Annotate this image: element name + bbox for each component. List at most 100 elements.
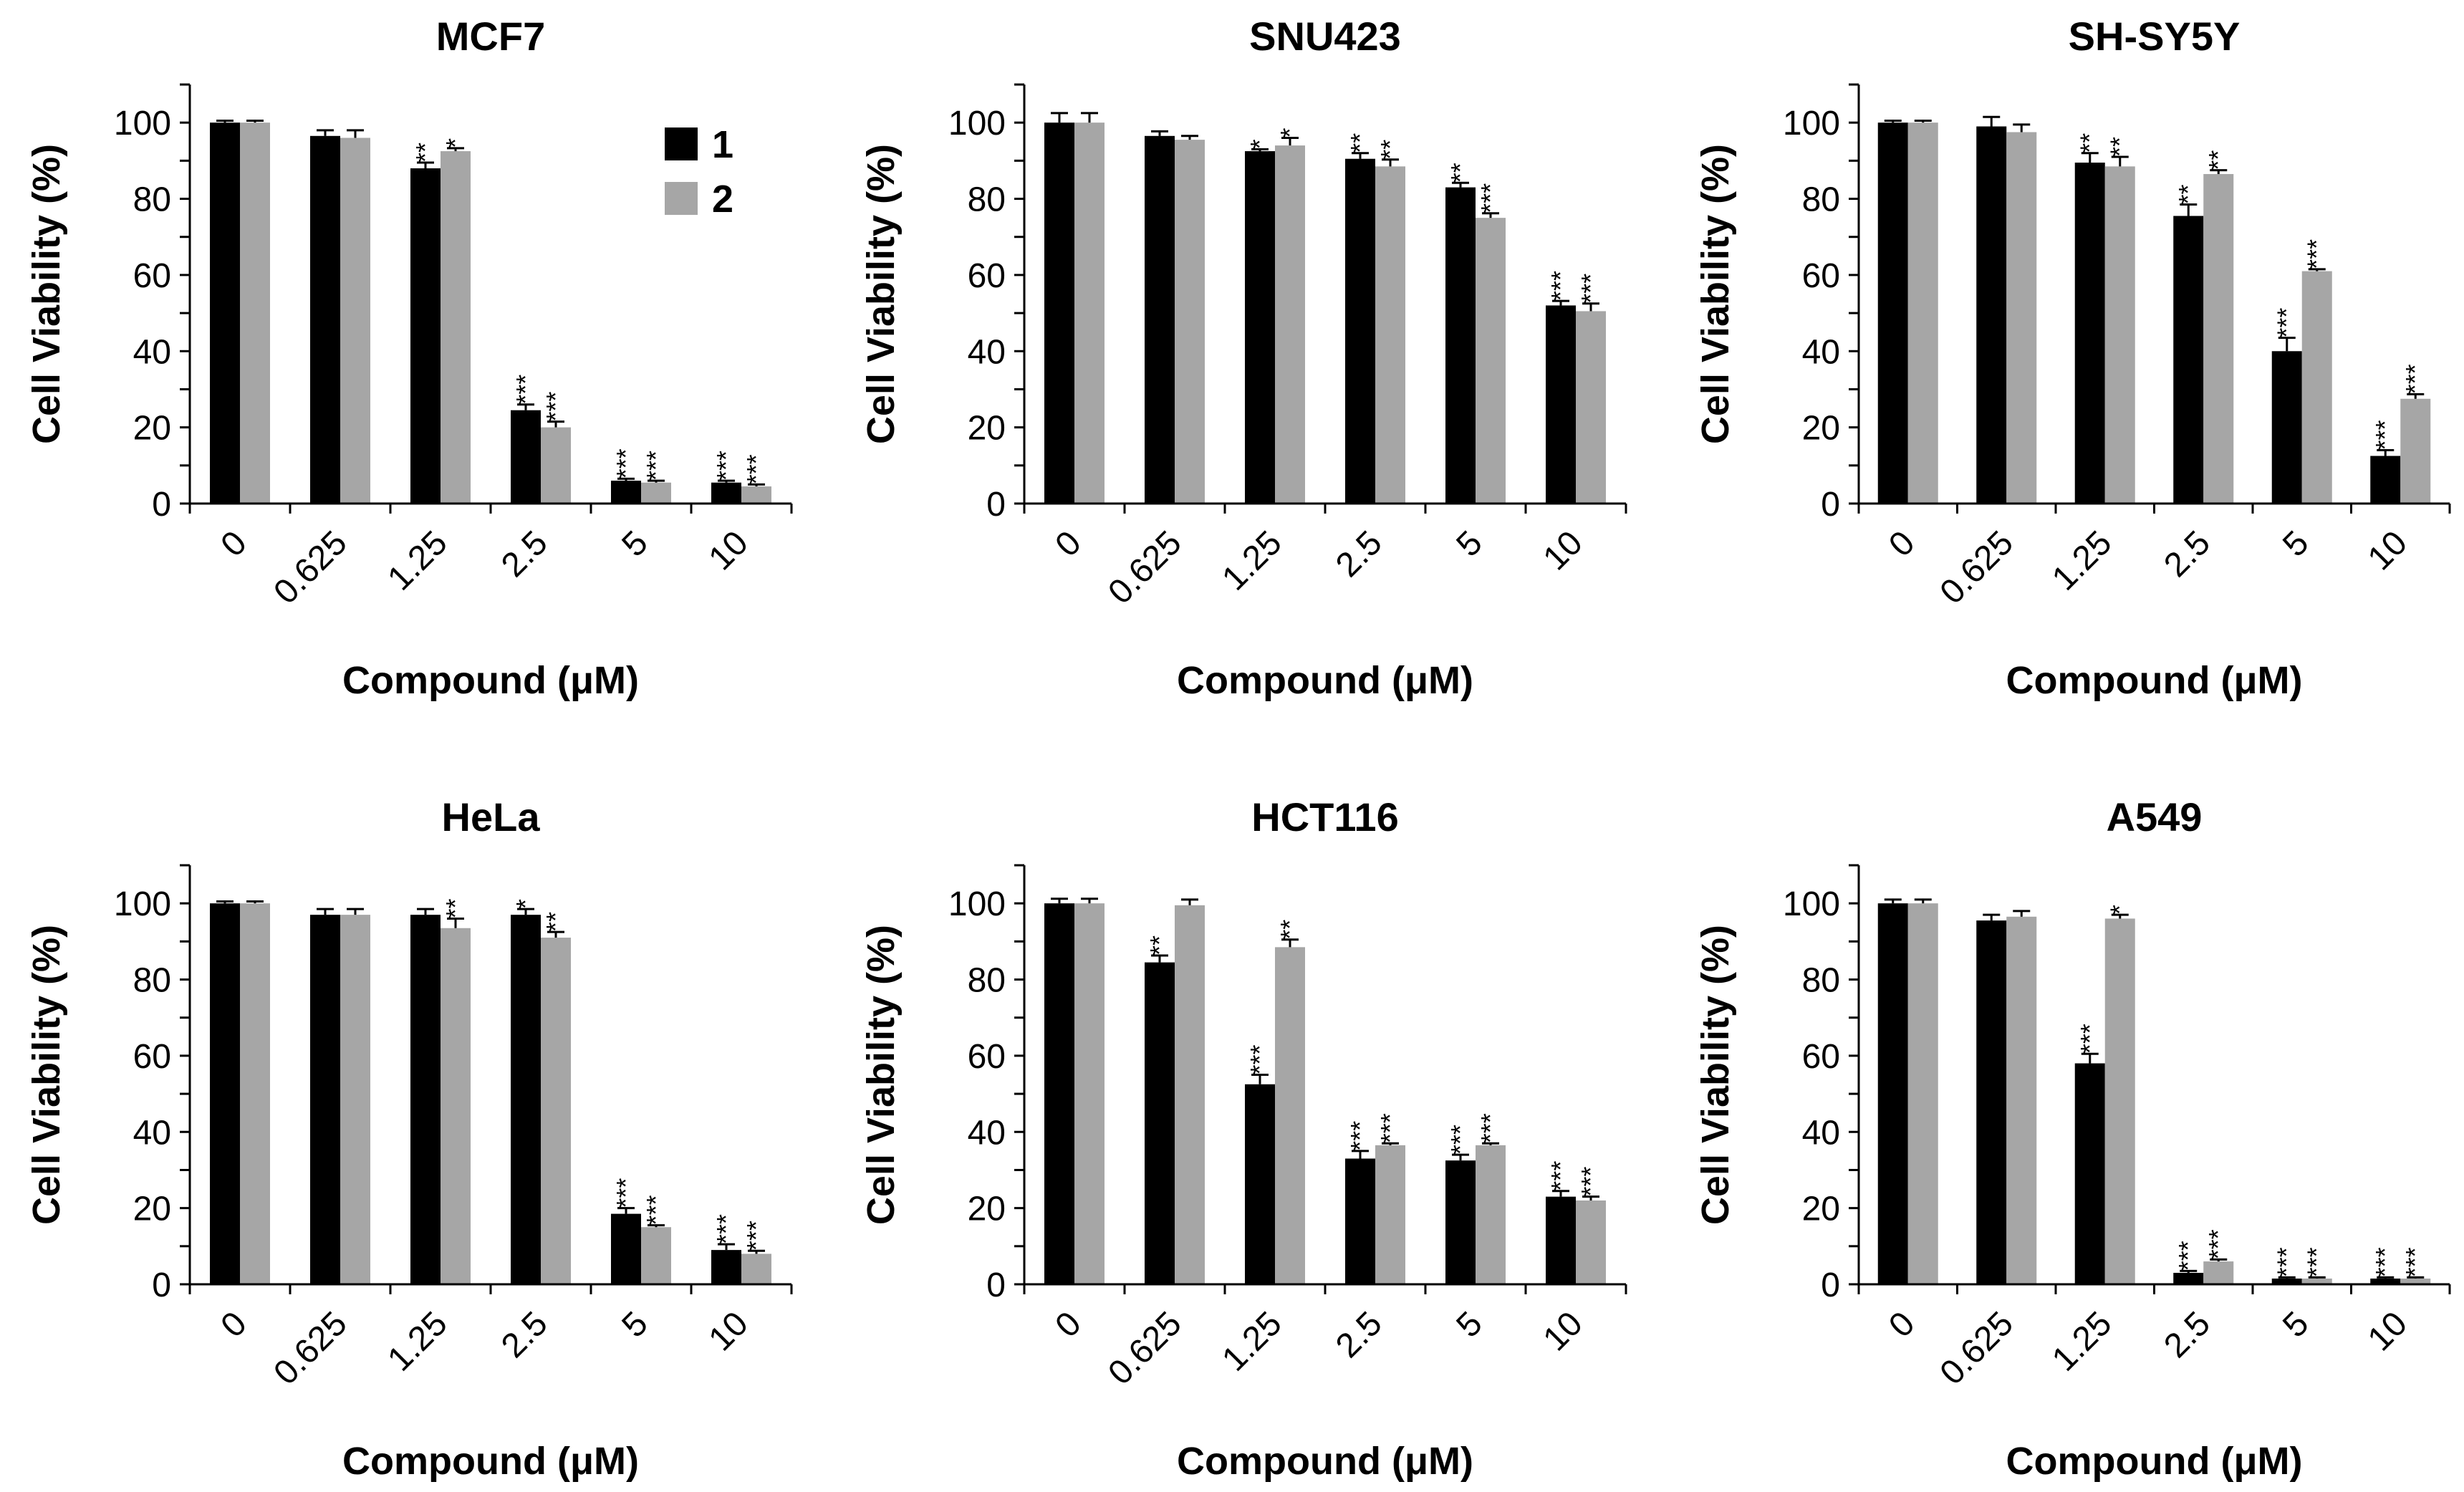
bar-series2-5 [2301,1279,2332,1284]
x-axis-title: Compound (μM) [342,659,639,702]
x-tick-label: 2.5 [1329,1304,1390,1365]
x-tick-label: 0.625 [1101,1304,1188,1392]
chart-panel-hct116: HCT116******** *********** ******020406080… [860,794,1627,1483]
significance-series2-1.25: ** [2105,137,2135,157]
bar-series1-0.625 [1976,126,2007,504]
y-tick-label: 20 [968,1190,1006,1228]
y-tick-label: 100 [1783,885,1840,923]
bar-series1-10 [2370,456,2401,504]
bar-series2-5 [1476,1145,1506,1284]
x-tick-label: 5 [615,1304,655,1344]
x-tick-label: 1.25 [380,1304,455,1379]
y-axis-title: Cell Viability (%) [860,144,903,444]
bar-series2-2.5 [541,938,571,1284]
bar-series1-5 [2271,1279,2302,1284]
y-tick-label: 0 [1821,1266,1840,1304]
x-tick-label: 10 [1536,1304,1590,1358]
x-tick-label: 1.25 [1215,524,1289,598]
bar-series2-1.25 [2104,166,2135,504]
y-tick-label: 40 [133,333,171,371]
significance-series1-1.25: ** [410,143,440,163]
bar-series2-0.625 [2006,916,2037,1284]
y-tick-label: 20 [1802,410,1840,448]
chart-title: SH-SY5Y [2069,14,2241,59]
bar-series2-0 [1074,903,1105,1284]
significance-series2-2.5: *** [2203,1229,2233,1259]
bar-series2-0.625 [340,915,370,1284]
significance-series1-1.25: *** [2075,1024,2104,1054]
significance-series2-2.5: *** [1375,1113,1405,1143]
x-tick-label: 0 [1048,1304,1088,1344]
bar-series1-2.5 [1345,1158,1375,1284]
x-tick-label: 5 [2276,1304,2316,1344]
bar-series2-2.5 [2203,173,2234,504]
x-tick-label: 0.625 [1933,524,2021,611]
significance-series1-1.25: *** [1245,1044,1274,1074]
x-tick-label: 1.25 [1215,1304,1289,1379]
x-axis-title: Compound (μM) [342,1440,639,1483]
significance-series2-5: *** [1476,1113,1505,1143]
y-tick-label: 60 [968,257,1006,295]
bar-series1-0.625 [310,135,340,504]
x-tick-label: 1.25 [2045,1304,2119,1379]
x-tick-label: 5 [1449,524,1489,564]
significance-series1-10: *** [2370,420,2400,451]
y-tick-label: 0 [1821,486,1840,524]
bar-series1-0 [1044,122,1074,504]
bar-series2-0 [1907,903,1938,1284]
x-tick-label: 0 [213,1304,254,1344]
bar-series2-0.625 [1175,140,1205,504]
y-tick-label: 60 [968,1038,1006,1076]
chart-title: HCT116 [1251,794,1398,839]
bar-series2-0 [1074,122,1105,504]
significance-series1-1.25: ** [2075,133,2104,153]
bar-series2-1.25 [1275,145,1305,504]
legend: 12 [665,123,733,221]
significance-series1-10: *** [711,451,741,481]
bar-series1-0 [1877,903,1908,1284]
bar-series1-5 [611,1213,641,1284]
y-axis-title: Cell Viability (%) [860,925,903,1225]
significance-series1-2.5: ** [2173,184,2203,204]
bar-series1-10 [711,482,741,504]
x-tick-label: 10 [2361,524,2415,577]
bar-series2-5 [2301,271,2332,504]
significance-series1-10: *** [1546,271,1575,301]
y-axis-title: Cell Viability (%) [1694,144,1737,444]
x-tick-label: 1.25 [380,524,455,598]
x-tick-label: 2.5 [1329,524,1390,584]
significance-series2-2.5: ** [1375,140,1405,160]
significance-series2-10: *** [741,454,771,484]
bar-series1-1.25 [2074,1063,2105,1284]
legend-swatch-2 [665,182,698,215]
bar-series2-0 [1907,122,1938,504]
bar-series1-2.5 [511,410,541,504]
significance-series2-2.5: *** [541,392,570,422]
bar-series1-1.25 [410,168,441,504]
y-tick-label: 20 [1802,1190,1840,1228]
bar-series2-5 [1476,218,1506,504]
bar-series1-10 [1546,1196,1576,1284]
bar-series2-10 [741,486,771,504]
bar-series2-10 [2400,1279,2431,1284]
significance-series2-1.25: * [1275,127,1304,138]
significance-series2-10: *** [2400,1247,2430,1277]
bar-series1-0.625 [310,915,340,1284]
bar-series2-10 [1576,1200,1606,1284]
significance-series1-10: *** [2370,1247,2400,1277]
chart-title: MCF7 [436,14,545,59]
bar-series1-0 [210,903,240,1284]
x-tick-label: 1.25 [2045,524,2119,598]
bar-series1-0 [1044,903,1074,1284]
significance-series2-2.5: ** [2203,150,2233,170]
bar-series2-5 [641,1227,671,1284]
bar-series2-0.625 [340,138,370,504]
bar-series1-0.625 [1145,135,1175,504]
y-tick-label: 40 [1802,333,1840,371]
y-tick-label: 40 [133,1114,171,1152]
significance-series2-1.25: ** [1275,920,1304,940]
